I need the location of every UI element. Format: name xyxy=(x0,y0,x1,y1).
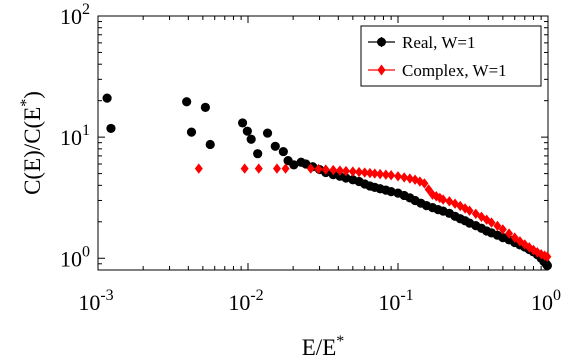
legend-marker-real xyxy=(377,37,386,47)
data-point-complex xyxy=(465,205,474,216)
legend-box xyxy=(360,25,542,87)
data-point-complex xyxy=(405,173,414,184)
data-point-complex xyxy=(525,242,534,253)
data-point-complex xyxy=(254,163,263,174)
data-point-complex xyxy=(314,163,323,175)
x-tick-label: 10-2 xyxy=(228,287,263,315)
data-point-complex xyxy=(341,165,350,177)
data-point-real xyxy=(237,118,248,128)
series-layer xyxy=(102,93,552,271)
data-point-complex xyxy=(487,217,496,228)
data-point-real xyxy=(246,134,256,144)
data-point-complex xyxy=(272,163,281,174)
data-point-complex xyxy=(415,176,424,187)
data-point-real xyxy=(182,97,192,107)
data-point-real xyxy=(200,102,211,112)
data-point-complex xyxy=(471,208,480,219)
data-point-complex xyxy=(510,232,519,243)
data-point-complex xyxy=(505,228,514,239)
data-point-real xyxy=(102,93,112,103)
series-real xyxy=(102,93,552,271)
y-tick-label: 100 xyxy=(60,243,90,271)
data-point-complex xyxy=(493,220,502,232)
data-point-complex xyxy=(387,169,396,181)
data-point-real xyxy=(270,141,280,151)
legend: Real, W=1 Complex, W=1 xyxy=(360,25,542,87)
data-point-complex xyxy=(360,167,369,178)
y-tick-label: 101 xyxy=(60,122,90,150)
data-point-real xyxy=(278,146,288,157)
data-point-complex xyxy=(240,163,249,174)
x-axis-label: E/E* xyxy=(302,333,345,360)
data-point-real xyxy=(542,260,552,271)
data-point-real xyxy=(289,160,299,170)
data-point-complex xyxy=(420,178,429,189)
data-point-real xyxy=(253,149,263,159)
legend-label-real: Real, W=1 xyxy=(402,33,475,52)
data-point-real xyxy=(386,187,396,197)
data-point-complex xyxy=(498,224,507,235)
data-point-complex xyxy=(381,169,390,180)
data-point-complex xyxy=(400,172,409,183)
data-point-complex xyxy=(306,163,315,174)
data-point-real xyxy=(205,139,215,150)
data-point-complex xyxy=(439,194,448,205)
data-point-complex xyxy=(394,171,402,182)
data-point-complex xyxy=(365,167,374,179)
data-point-real xyxy=(262,128,273,138)
data-point-complex xyxy=(520,239,529,250)
y-axis-label: C(E)/C(E*) xyxy=(18,91,45,195)
data-point-complex xyxy=(281,163,290,174)
data-point-complex xyxy=(335,165,344,176)
data-point-complex xyxy=(321,164,330,175)
data-point-real xyxy=(242,126,252,136)
y-tick-label: 102 xyxy=(60,1,90,29)
data-point-complex xyxy=(348,166,357,177)
data-point-complex xyxy=(428,189,437,200)
data-point-complex xyxy=(543,251,552,262)
legend-marker-complex xyxy=(377,64,386,76)
data-point-complex xyxy=(370,168,379,179)
data-point-complex xyxy=(529,244,538,256)
series-complex xyxy=(194,163,552,262)
data-point-real xyxy=(106,123,116,134)
data-point-complex xyxy=(194,163,203,174)
ticks-layer: 10-3 10-2 10-1 100 100 101 102 xyxy=(60,1,561,315)
x-tick-label: 10-3 xyxy=(78,287,113,315)
data-point-complex xyxy=(376,168,385,180)
legend-entry-complex: Complex, W=1 xyxy=(368,61,507,80)
data-point-complex xyxy=(329,164,338,176)
x-tick-label: 10-1 xyxy=(378,287,413,315)
data-point-complex xyxy=(355,166,364,178)
legend-label-complex: Complex, W=1 xyxy=(402,61,507,80)
data-point-real xyxy=(186,127,197,137)
x-tick-label: 100 xyxy=(531,287,561,315)
legend-entry-real: Real, W=1 xyxy=(368,33,475,52)
